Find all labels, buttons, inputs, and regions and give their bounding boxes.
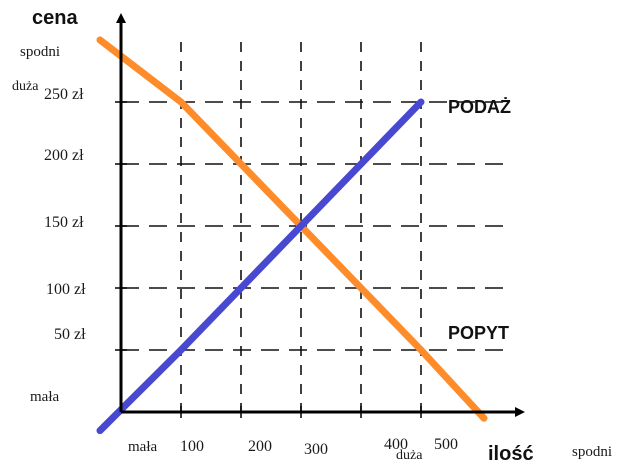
y-tick-label-50: 50 zł xyxy=(54,326,86,343)
x-axis-label: ilość xyxy=(488,443,534,464)
x-right-note: spodni xyxy=(572,444,612,460)
y-top-note-2: duża xyxy=(12,79,39,94)
y-tick-label-100: 100 zł xyxy=(46,281,86,298)
series-label-supply: PODAŻ xyxy=(448,97,511,117)
demand-line xyxy=(96,36,488,422)
x-tick-label-300: 300 xyxy=(304,441,328,458)
x-tick-label-200: 200 xyxy=(248,438,272,455)
x-tick-label-500: 500 xyxy=(434,436,458,453)
supply-line xyxy=(96,98,425,435)
y-bottom-note: mała xyxy=(30,389,59,405)
y-tick-label-150: 150 zł xyxy=(44,214,84,231)
y-tick-label-200: 200 zł xyxy=(44,147,84,164)
x-end-note: duża xyxy=(396,448,423,463)
axes xyxy=(115,13,525,418)
y-axis-label: cena xyxy=(32,7,78,29)
x-tick-label-400: 400 xyxy=(384,436,408,453)
labels: cena spodni duża mała mała duża ilość sp… xyxy=(12,7,612,464)
x-tick-label-100: 100 xyxy=(180,438,204,455)
series-group xyxy=(96,36,488,435)
y-tick-label-250: 250 zł xyxy=(44,86,84,103)
y-top-note-1: spodni xyxy=(20,44,60,60)
series-label-demand: POPYT xyxy=(448,323,509,343)
x-start-note: mała xyxy=(128,439,157,455)
